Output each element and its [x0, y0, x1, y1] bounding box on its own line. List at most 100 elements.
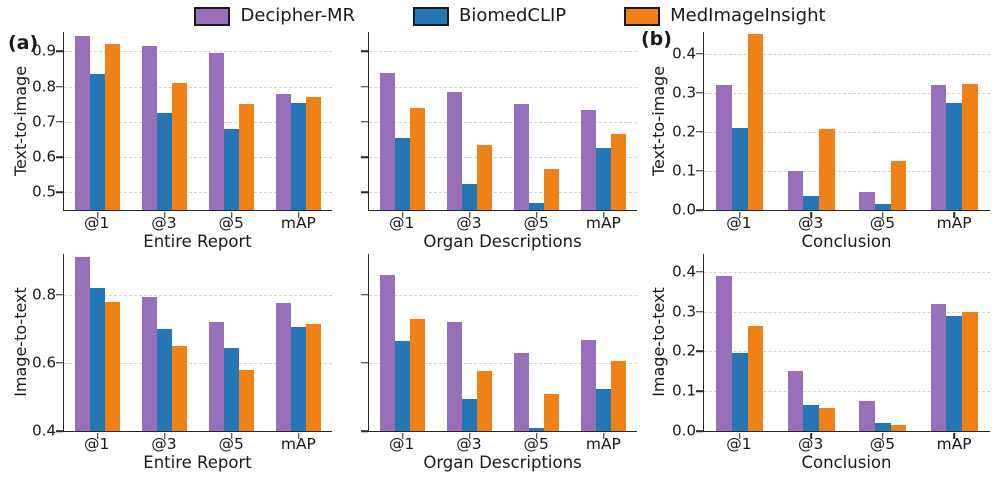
- bar-medimageinsight: [962, 311, 978, 431]
- y-tick-mark: [56, 50, 63, 53]
- bar-medimageinsight: [238, 369, 254, 431]
- bar-medimageinsight: [543, 393, 559, 431]
- y-tick-mark: [696, 53, 703, 55]
- gridline: [369, 86, 637, 88]
- x-tick-label: @3: [456, 435, 482, 453]
- x-tick-labels: @1 @3 @5 mAP: [703, 214, 990, 233]
- legend-label-decipher-mr: Decipher-MR: [240, 5, 355, 26]
- x-axis-label: Organ Descriptions: [423, 232, 582, 251]
- bar-biomedclip: [946, 315, 963, 431]
- gridline: [64, 192, 332, 194]
- bar-biomedclip: [596, 148, 611, 210]
- bar-medimageinsight: [104, 44, 120, 210]
- bar-group-at5: [847, 32, 919, 210]
- y-axis-label: Image-to-text: [649, 287, 668, 397]
- y-tick-label: 0.4: [672, 44, 696, 63]
- x-tick-mark: [297, 211, 300, 218]
- bar-decipher-mr: [859, 401, 875, 431]
- x-tick-label: @3: [797, 214, 824, 232]
- y-tick-label: 0.8: [32, 285, 56, 304]
- gridline: [64, 294, 332, 296]
- bar-decipher-mr: [447, 322, 463, 431]
- legend-label-biomedclip: BiomedCLIP: [458, 5, 567, 26]
- x-tick-label: mAP: [585, 435, 621, 453]
- bar-decipher-mr: [930, 85, 947, 210]
- y-tick-mark: [361, 121, 368, 123]
- bar-biomedclip: [529, 202, 544, 210]
- bar-decipher-mr: [142, 296, 158, 431]
- y-tick-mark: [696, 350, 703, 353]
- subplot-grid: 0.5 0.6 0.7 0.8 0.9 @1 @3 @5 mAP Entire Report Tex…: [0, 32, 996, 476]
- bar-biomedclip: [291, 102, 306, 210]
- bar-medimageinsight: [610, 360, 626, 431]
- x-axis-label: Conclusion: [801, 232, 892, 251]
- y-tick-label: 0.7: [32, 112, 56, 131]
- bar-biomedclip: [731, 128, 748, 210]
- bar-biomedclip: [874, 204, 891, 210]
- y-tick-label: 0.0: [672, 421, 696, 440]
- x-tick-mark: [468, 211, 471, 218]
- legend: Decipher-MR BiomedCLIP MedImageInsight: [0, 2, 996, 30]
- y-tick-mark: [696, 209, 703, 211]
- bar-medimageinsight: [409, 107, 425, 210]
- subplot-text-to-image-conclusion: 0.0 0.1 0.2 0.3 0.4 @1 @3 @5 mAP Conclusion Text-t…: [638, 32, 996, 251]
- bar-decipher-mr: [380, 275, 396, 431]
- x-tick-label: @1: [726, 435, 752, 453]
- bar-decipher-mr: [276, 93, 292, 210]
- bar-medimageinsight: [890, 160, 907, 210]
- x-tick-label: mAP: [936, 435, 972, 453]
- bar-medimageinsight: [747, 33, 764, 210]
- bar-biomedclip: [462, 398, 477, 431]
- gridline: [64, 86, 332, 88]
- bar-group-at1: [704, 32, 776, 210]
- gridline: [64, 121, 332, 123]
- bar-medimageinsight: [476, 371, 492, 431]
- bar-group-at3: [776, 32, 848, 210]
- y-tick-mark: [696, 170, 703, 172]
- x-tick-label: @1: [83, 214, 110, 232]
- gridline: [704, 170, 990, 172]
- bar-decipher-mr: [787, 170, 804, 210]
- bar-group-at3: [436, 32, 503, 210]
- x-tick-label: @3: [456, 214, 482, 232]
- y-axis-label: Text-to-image: [11, 65, 30, 177]
- bar-group-at5: [503, 254, 570, 431]
- subplot-text-to-image-organ-descriptions: @1 @3 @5 mAP Organ Descriptions: [336, 32, 638, 251]
- x-tick-mark: [297, 432, 300, 439]
- x-tick-mark: [882, 432, 884, 439]
- gridline: [704, 131, 990, 133]
- x-tick-mark: [468, 432, 471, 439]
- x-tick-mark: [953, 211, 955, 218]
- x-axis-label: Entire Report: [143, 232, 252, 251]
- y-tick-mark: [361, 85, 368, 88]
- y-tick-mark: [696, 92, 703, 94]
- bar-group-at1: [704, 254, 776, 431]
- x-axis-label: Conclusion: [801, 453, 892, 472]
- gridline: [64, 157, 332, 159]
- x-tick-label: mAP: [280, 435, 316, 453]
- bar-medimageinsight: [171, 83, 187, 210]
- gridline: [369, 51, 637, 53]
- y-tick-mark: [56, 121, 63, 123]
- bar-group-mAP: [265, 254, 332, 431]
- legend-entry-decipher-mr: Decipher-MR: [194, 5, 355, 26]
- x-tick-mark: [882, 211, 884, 218]
- x-tick-mark: [739, 432, 741, 439]
- x-axis-label: Entire Report: [143, 453, 252, 472]
- x-tick-label: mAP: [936, 214, 972, 232]
- x-tick-mark: [96, 432, 99, 439]
- subplot-image-to-text-organ-descriptions: @1 @3 @5 mAP Organ Descriptions: [336, 254, 638, 476]
- bar-medimageinsight: [476, 144, 492, 210]
- plot-area: 0.5 0.6 0.7 0.8 0.9: [32, 32, 332, 218]
- legend-swatch-decipher-mr: [194, 6, 231, 26]
- gridline: [369, 362, 637, 364]
- bar-decipher-mr: [142, 46, 158, 210]
- y-tick-mark: [696, 390, 703, 392]
- bar-decipher-mr: [75, 35, 91, 210]
- bar-biomedclip: [224, 347, 239, 431]
- bar-biomedclip: [90, 74, 105, 210]
- plot-area: [361, 32, 637, 218]
- y-axis-label: Image-to-text: [11, 287, 30, 397]
- y-tick-mark: [361, 191, 368, 194]
- x-tick-labels: @1 @3 @5 mAP: [368, 435, 637, 454]
